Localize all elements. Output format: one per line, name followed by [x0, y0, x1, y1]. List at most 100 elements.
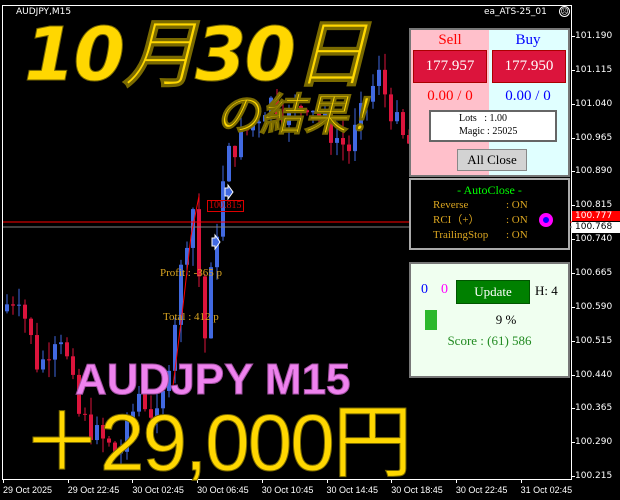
trade-panel: Sell 177.957 0.00 / 0 Buy 177.950 0.00 /… — [409, 28, 570, 177]
candle-body — [383, 69, 387, 95]
sell-button[interactable]: 177.957 — [413, 50, 487, 83]
price-tick-mark — [572, 476, 575, 478]
candle-body — [179, 264, 183, 325]
price-tick-mark — [572, 340, 575, 342]
progress-bar — [425, 310, 437, 330]
price-tick: 100.965 — [575, 132, 613, 143]
price-tick: 101.190 — [575, 31, 613, 41]
time-tick: 29 Oct 2025 — [3, 485, 53, 495]
buy-column: Buy 177.950 0.00 / 0 — [489, 30, 568, 175]
candle-body — [125, 418, 129, 452]
candle-body — [359, 103, 363, 125]
price-tick: 100.890 — [575, 166, 613, 177]
sad-face-icon[interactable]: ☹ — [559, 6, 570, 17]
price-tick: 100.815 — [575, 200, 613, 211]
time-tick: 30 Oct 18:45 — [391, 485, 443, 495]
price-tick: 100.665 — [575, 267, 613, 278]
candle-body — [275, 97, 279, 117]
buy-header: Buy — [515, 32, 541, 48]
candle-body — [335, 138, 339, 143]
autoclose-row-value: : ON — [506, 214, 528, 226]
price-tick: 100.365 — [575, 403, 613, 414]
magic-value: Magic : 25025 — [459, 126, 518, 137]
autoclose-row-label: RCI（+） — [433, 214, 480, 226]
candle-body — [77, 374, 81, 414]
h-value: H: 4 — [535, 283, 558, 298]
candle-body — [65, 342, 69, 357]
candle-body — [47, 359, 51, 361]
time-tick-mark — [261, 480, 263, 483]
update-button[interactable]: Update — [456, 280, 530, 304]
arrow-marker-icon — [224, 183, 234, 201]
arrow-marker-icon — [211, 233, 221, 251]
candle-body — [101, 425, 105, 439]
time-tick-mark — [455, 480, 457, 483]
candle-body — [11, 304, 15, 306]
autoclose-row-label: TrailingStop — [433, 229, 489, 241]
candle-body — [155, 408, 159, 418]
candle-body — [209, 267, 213, 339]
candle-body — [323, 113, 327, 117]
price-tick-mark — [572, 69, 575, 71]
candle-body — [95, 425, 99, 441]
autoclose-row-value: : ON — [506, 229, 528, 241]
candlestick-chart[interactable] — [3, 6, 572, 479]
candle-body — [71, 356, 75, 375]
price-tick: 101.115 — [575, 64, 613, 75]
price-tick-mark — [572, 306, 575, 308]
candle-body — [263, 115, 267, 122]
time-tick-mark — [391, 480, 393, 483]
time-tick: 30 Oct 10:45 — [261, 485, 314, 495]
score-panel: 0 0 Update H: 4 9 % Score : (61) 586 — [409, 262, 570, 378]
ask-price-label: 100.768 — [572, 222, 620, 233]
candle-body — [197, 209, 201, 277]
candle-body — [29, 318, 33, 336]
autoclose-row-label: Reverse — [433, 199, 469, 211]
all-close-button[interactable]: All Close — [457, 149, 527, 171]
candle-body — [353, 124, 357, 152]
price-tick-mark — [572, 408, 575, 410]
candle-body — [365, 101, 369, 104]
candle-body — [107, 438, 111, 443]
ea-name: ea_ATS-25_01 — [484, 7, 547, 17]
buy-button[interactable]: 177.950 — [492, 50, 566, 83]
candle-body — [167, 370, 171, 391]
time-tick: 29 Oct 22:45 — [67, 485, 120, 495]
candle-body — [17, 304, 21, 306]
candle-body — [251, 123, 255, 131]
price-tick: 100.740 — [575, 234, 613, 245]
overlay-result: の結果！ — [216, 90, 393, 141]
time-tick: 30 Oct 14:45 — [326, 485, 379, 495]
candle-body — [185, 247, 189, 265]
autoclose-title: - AutoClose - — [457, 183, 522, 197]
price-tick: 100.290 — [575, 437, 613, 448]
time-tick-mark — [326, 480, 328, 483]
candle-body — [401, 112, 405, 136]
time-tick-mark — [67, 480, 69, 483]
autoclose-row-value: : ON — [506, 199, 528, 211]
price-tick-mark — [572, 272, 575, 274]
profit-label: Profit : -365 p — [160, 267, 223, 279]
time-tick: 30 Oct 22:45 — [455, 485, 508, 495]
count-blue: 0 — [421, 282, 428, 297]
chart-frame — [2, 5, 572, 480]
lots-magic-box: Lots : 1.00 Magic : 25025 — [429, 110, 557, 142]
candle-body — [377, 69, 381, 86]
autoclose-panel: - AutoClose - Reverse : ON RCI（+） : ON Trail… — [409, 178, 570, 250]
price-tick: 100.440 — [575, 369, 613, 380]
progress-fill — [425, 310, 437, 330]
total-label: Total : 412 p — [163, 311, 219, 323]
candle-body — [83, 413, 87, 415]
price-box-label: 100.815 — [207, 200, 244, 212]
candle-body — [329, 113, 333, 143]
candle-body — [35, 335, 39, 370]
candle-body — [305, 110, 309, 113]
count-magenta: 0 — [441, 282, 448, 297]
magenta-ring-icon — [539, 213, 553, 227]
candle-body — [317, 110, 321, 117]
candle-body — [131, 411, 135, 419]
sell-header: Sell — [438, 32, 462, 48]
time-tick: 30 Oct 02:45 — [132, 485, 184, 495]
candle-body — [173, 324, 177, 371]
percent-label: 9 % — [495, 312, 517, 327]
